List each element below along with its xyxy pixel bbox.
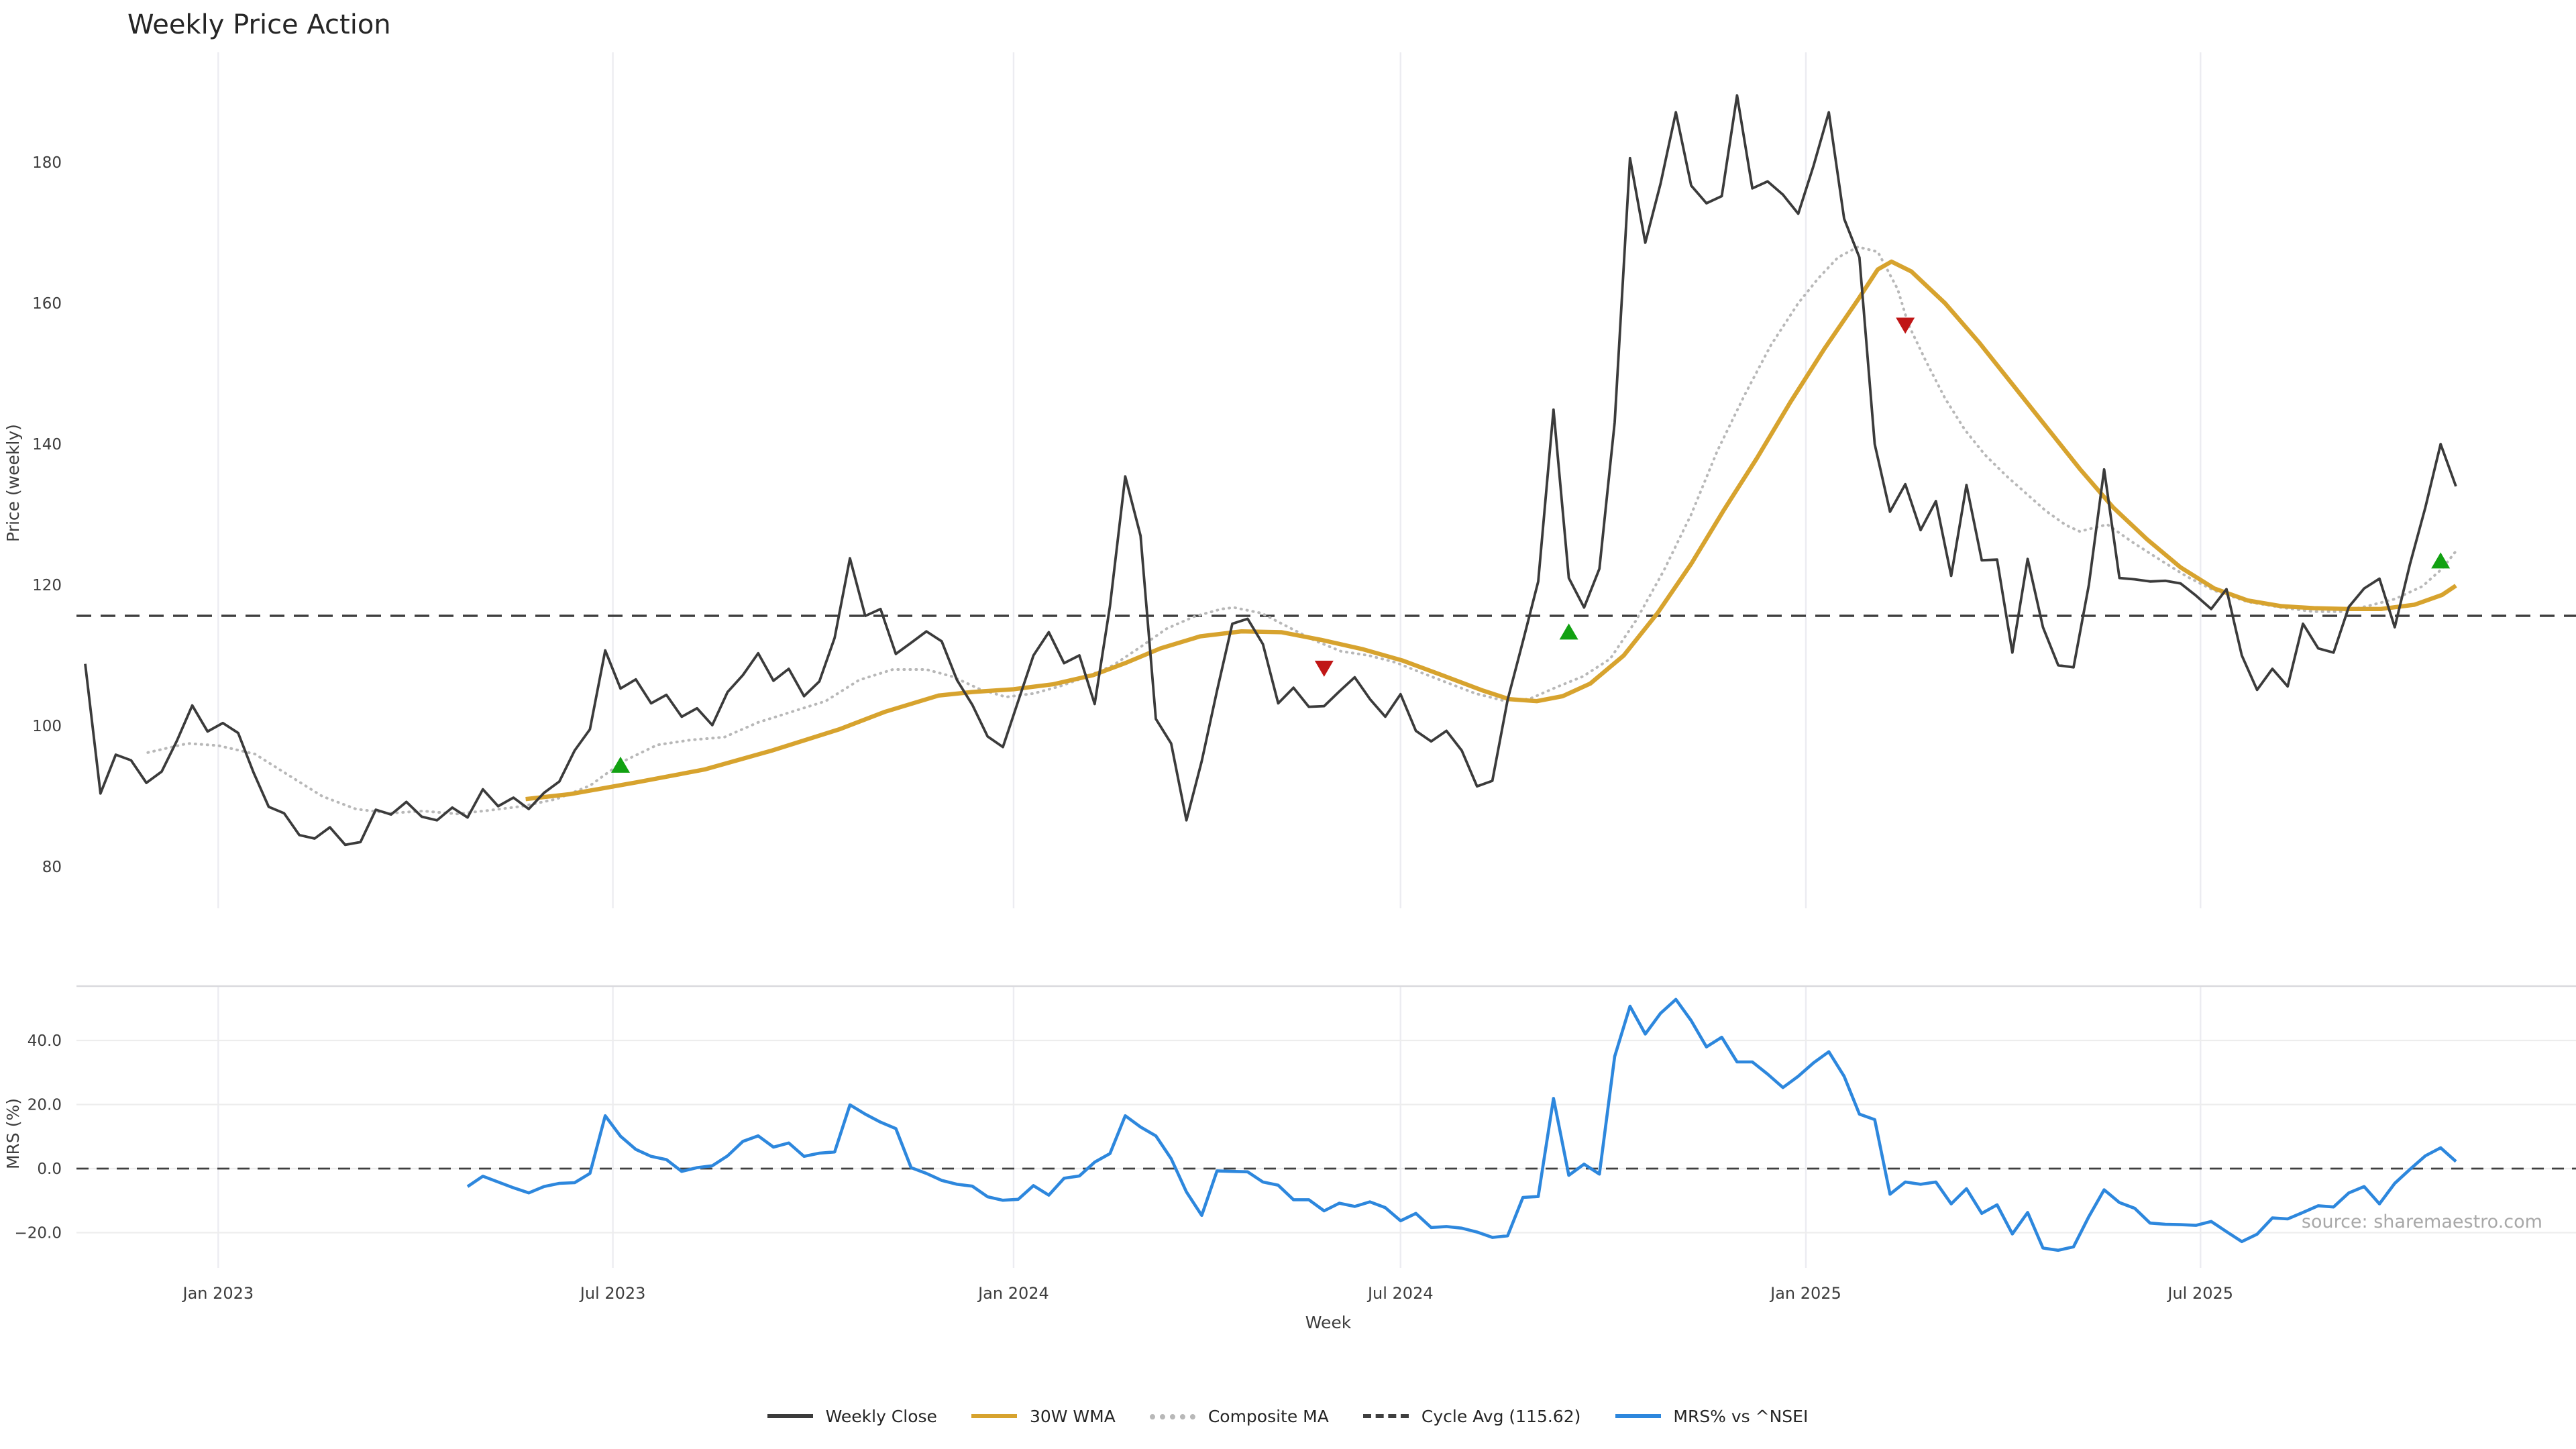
composite-ma-line <box>146 246 2457 816</box>
legend-swatch <box>1363 1414 1409 1418</box>
weekly-close-line <box>84 94 2457 847</box>
legend-swatch <box>971 1414 1018 1418</box>
price-ytick-label: 140 <box>32 436 62 453</box>
legend-item-composite-ma: Composite MA <box>1150 1406 1329 1426</box>
legend-swatch <box>1615 1414 1662 1418</box>
price-ytick-label: 160 <box>32 295 62 313</box>
price-ytick-label: 180 <box>32 154 62 172</box>
mrs-ytick-label: 0.0 <box>37 1161 62 1178</box>
legend-label: 30W WMA <box>1029 1406 1116 1426</box>
sell-signal-marker <box>1314 660 1334 677</box>
x-tick-label: Jul 2024 <box>1366 1284 1434 1303</box>
source-watermark: source: sharemaestro.com <box>2301 1212 2542 1233</box>
mrs-ytick-label: 40.0 <box>28 1032 62 1050</box>
mrs-line <box>466 998 2457 1252</box>
x-tick-label: Jan 2023 <box>182 1284 254 1303</box>
price-ytick-label: 120 <box>32 577 62 594</box>
x-tick-label: Jan 2024 <box>977 1284 1049 1303</box>
price-ytick-label: 100 <box>32 718 62 735</box>
x-tick-label: Jul 2025 <box>2166 1284 2233 1303</box>
x-tick-label: Jan 2025 <box>1769 1284 1841 1303</box>
x-axis-label: Week <box>1305 1313 1352 1332</box>
legend-item-mrs-vs-nsei: MRS% vs ^NSEI <box>1615 1406 1808 1426</box>
legend-label: Composite MA <box>1208 1406 1329 1426</box>
legend-label: MRS% vs ^NSEI <box>1673 1406 1809 1426</box>
mrs-ytick-label: 20.0 <box>28 1097 62 1114</box>
legend: Weekly Close 30W WMA Composite MA Cycle Avg… <box>0 1406 2576 1426</box>
legend-item-30w-wma: 30W WMA <box>971 1406 1116 1426</box>
price-ytick-label: 80 <box>42 859 62 876</box>
price-axis-label: Price (weekly) <box>3 424 23 542</box>
legend-swatch <box>767 1414 814 1418</box>
legend-label: Weekly Close <box>825 1406 937 1426</box>
legend-swatch <box>1150 1413 1196 1419</box>
x-tick-label: Jul 2023 <box>579 1284 646 1303</box>
mrs-axis-label: MRS (%) <box>3 1098 23 1169</box>
buy-signal-marker <box>2431 552 2451 569</box>
buy-signal-marker <box>1559 623 1578 640</box>
mrs-ytick-label: −20.0 <box>15 1225 62 1242</box>
legend-item-weekly-close: Weekly Close <box>767 1406 937 1426</box>
buy-signal-marker <box>611 756 630 773</box>
legend-label: Cycle Avg (115.62) <box>1421 1406 1581 1426</box>
sell-signal-marker <box>1896 317 1915 334</box>
legend-item-cycle-avg-115-62-: Cycle Avg (115.62) <box>1363 1406 1581 1426</box>
chart-title: Weekly Price Action <box>127 8 391 40</box>
wma-line <box>525 259 2457 802</box>
